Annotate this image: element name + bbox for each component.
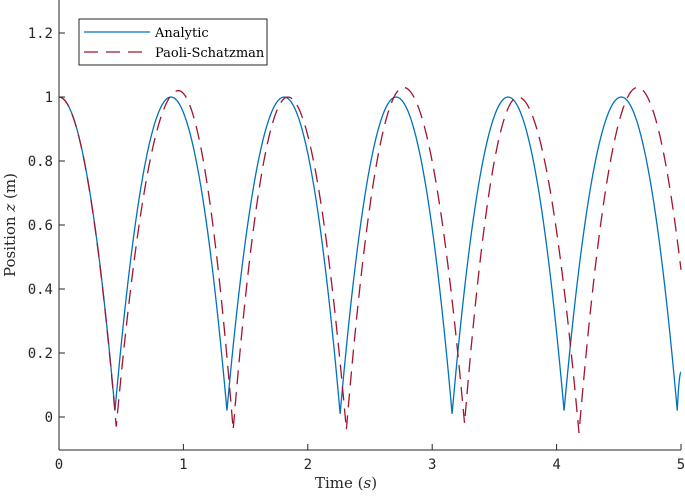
y-tick-label: 0.4 <box>28 282 53 298</box>
y-tick-label: 0.6 <box>28 218 53 234</box>
y-tick-label: 1 <box>45 90 53 106</box>
x-tick-label: 1 <box>179 457 187 473</box>
x-tick-label: 5 <box>677 457 685 473</box>
x-axis-label: Time (s) <box>315 474 377 492</box>
x-tick-label: 3 <box>428 457 436 473</box>
x-ticks: 0 1 2 3 4 5 <box>55 444 685 473</box>
plot-area <box>58 86 682 434</box>
y-axis-label: Position z (m) <box>1 173 19 277</box>
x-tick-label: 0 <box>55 457 63 473</box>
x-tick-label: 4 <box>552 457 560 473</box>
legend-label-paoli-schatzman: Paoli-Schatzman <box>155 46 265 61</box>
legend-label-analytic: Analytic <box>154 26 209 41</box>
y-ticks: 0 0.2 0.4 0.6 0.8 1 1.2 <box>28 26 65 426</box>
series-paoli-schatzman-line <box>58 86 682 434</box>
y-tick-label: 0 <box>45 410 53 426</box>
y-tick-label: 0.8 <box>28 154 53 170</box>
series-analytic-line <box>58 96 682 414</box>
legend: Analytic Paoli-Schatzman <box>78 18 268 66</box>
y-tick-label: 0.2 <box>28 346 53 362</box>
y-tick-label: 1.2 <box>28 26 53 42</box>
x-tick-label: 2 <box>304 457 312 473</box>
legend-box <box>78 18 268 66</box>
